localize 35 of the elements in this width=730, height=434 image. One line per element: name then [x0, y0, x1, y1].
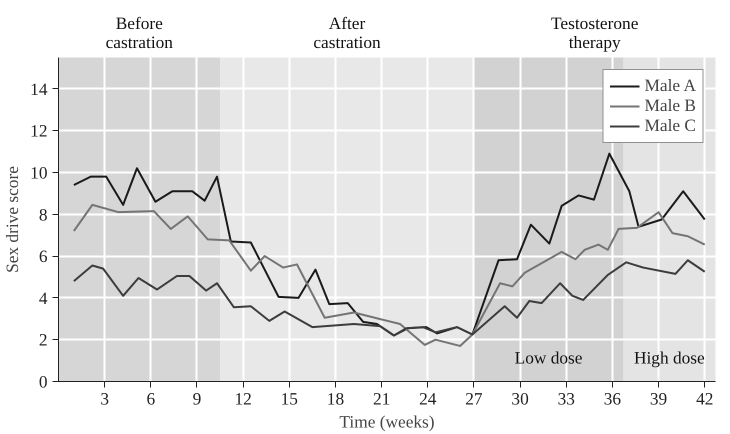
y-tick-label: 4 [38, 288, 48, 308]
line-series [72, 152, 706, 337]
x-tick-label: 21 [372, 390, 390, 408]
x-tick-label: 39 [650, 390, 668, 408]
x-tick-label: 33 [558, 390, 575, 408]
y-tick-label: 8 [38, 205, 48, 224]
y-tick-label: 0 [38, 372, 48, 392]
x-tick-label: 12 [234, 390, 252, 408]
x-tick-label: 9 [192, 390, 202, 408]
x-tick-label: 3 [100, 390, 109, 408]
y-tick-label: 14 [30, 80, 48, 99]
x-tick-label: 27 [465, 390, 483, 408]
y-axis-title: Sex drive score [3, 166, 22, 273]
y-tick-label: 2 [38, 330, 48, 350]
x-tick-label: 42 [696, 390, 714, 408]
y-tick-label: 6 [38, 247, 48, 266]
x-tick-label: 36 [604, 390, 622, 408]
band-label: After castration [313, 14, 382, 52]
legend-label: Male A [644, 76, 696, 96]
y-tick-label: 12 [30, 122, 48, 141]
x-tick-label: 18 [326, 390, 344, 408]
x-tick-label: 24 [419, 390, 437, 408]
x-tick-label: 6 [146, 390, 156, 408]
line-series [72, 204, 706, 347]
x-tick-label: 30 [511, 390, 529, 408]
legend-label: Male B [644, 96, 696, 116]
line-series [72, 259, 706, 337]
legend-label: Male C [644, 116, 696, 136]
x-tick-label: 15 [280, 390, 298, 408]
band-label: High dose [634, 348, 706, 368]
band-label: Low dose [514, 348, 583, 368]
band-label: Testosterone therapy [551, 14, 639, 52]
x-axis-title: Time (weeks) [339, 412, 435, 432]
y-tick-label: 10 [30, 163, 48, 182]
band-label: Before castration [106, 14, 174, 52]
